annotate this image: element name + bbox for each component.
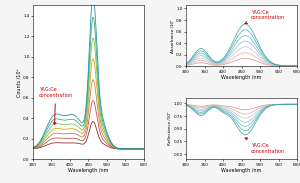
- Text: YAG:Ce
concentration: YAG:Ce concentration: [38, 87, 73, 125]
- X-axis label: Wavelength /nm: Wavelength /nm: [221, 75, 262, 80]
- Y-axis label: Counts /10⁵: Counts /10⁵: [16, 68, 22, 97]
- X-axis label: Wavelength /nm: Wavelength /nm: [68, 168, 109, 173]
- Y-axis label: Reflectance /10⁰: Reflectance /10⁰: [168, 112, 172, 145]
- Text: YAG:Ce
concentration: YAG:Ce concentration: [245, 10, 285, 24]
- Y-axis label: Absorbance /10⁰: Absorbance /10⁰: [171, 19, 175, 53]
- Text: YAG:Ce
concentration: YAG:Ce concentration: [245, 138, 285, 154]
- X-axis label: Wavelength /nm: Wavelength /nm: [221, 168, 262, 173]
